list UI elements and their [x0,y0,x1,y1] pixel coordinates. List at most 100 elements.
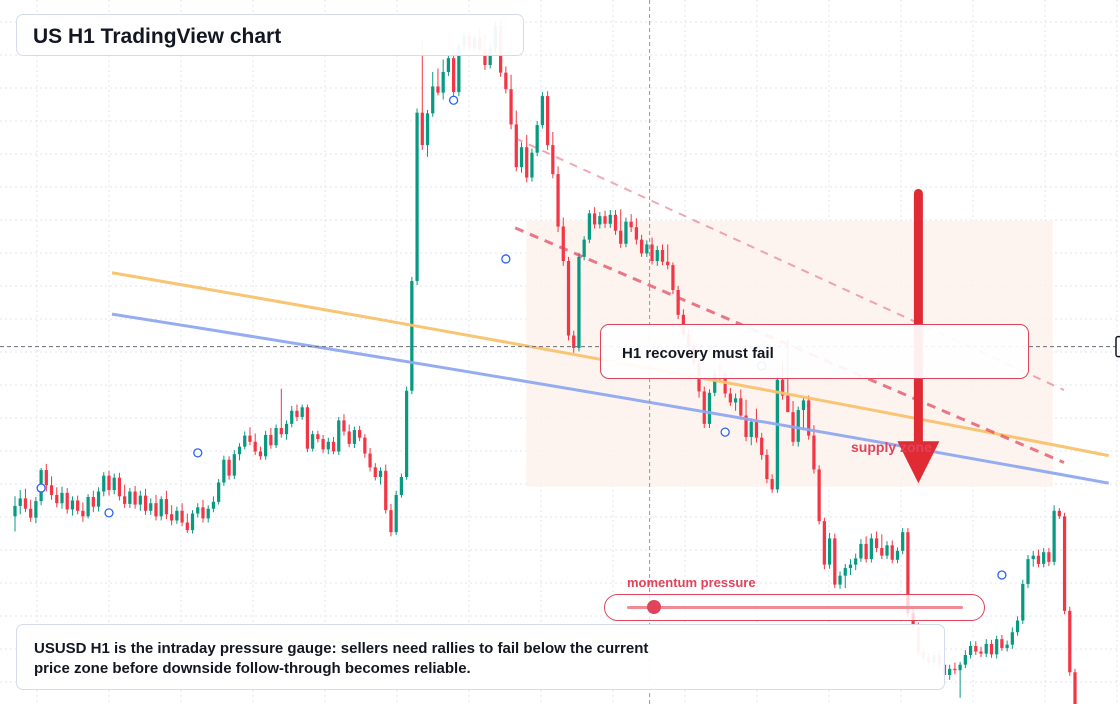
candle [337,416,341,455]
candle [347,424,351,448]
candle-body [984,643,988,654]
candle [410,276,414,395]
candle-body [222,459,226,483]
candle [854,553,858,571]
candle [880,534,884,560]
signal-marker [193,448,203,458]
candle-body [624,221,628,244]
candle-body [258,451,263,457]
recovery-callout: H1 recovery must fail [600,324,1029,379]
candle-body [180,510,184,523]
candle [107,470,111,496]
chart-title-card: US H1 TradingView chart [16,14,524,56]
down-arrow-icon [897,441,940,484]
candle [1031,550,1035,567]
candle [446,54,451,77]
candle [378,467,383,485]
candle [754,408,759,443]
candle-body [425,113,430,146]
candle-body [739,398,743,416]
candle-body [1010,632,1014,645]
candle-body [211,501,216,509]
candle [34,497,38,524]
candle-body [232,454,236,476]
candle [76,495,80,515]
candle-body [415,112,419,282]
candle [149,498,153,515]
candle-body [190,513,195,531]
candle-body [279,428,283,435]
candle [1057,508,1061,520]
candle-body [206,508,210,519]
candle [264,430,268,460]
candle-body [143,495,148,511]
candle-body [44,470,48,486]
candle [968,641,973,659]
candle-body [566,261,571,336]
candle [180,503,184,526]
candle [65,488,69,514]
candle-body [488,48,492,66]
candle [582,236,586,261]
candle [1062,512,1067,615]
candle-body [519,147,524,168]
candle [112,473,116,495]
candle [138,490,142,511]
analysis-note-card: USUSD H1 is the intraday pressure gauge:… [16,624,945,690]
candle [258,446,263,460]
candle-body [629,221,633,228]
candle [833,533,837,589]
candle [1026,554,1030,589]
candle [326,437,330,455]
candle [660,244,665,266]
trend-line-lower [514,226,1065,464]
candle-body [196,507,200,514]
candle [143,488,148,515]
supply-zone-label: supply zone [851,439,932,455]
trend-line-upper [514,137,1065,391]
candle [540,91,545,129]
candle [655,245,659,266]
candle-body [645,244,649,254]
candle [545,91,550,150]
candle [316,430,320,443]
candle-body [707,392,712,424]
candle [217,479,221,505]
candle-body [619,230,623,244]
candle-body [561,226,565,262]
candle-body [164,499,169,515]
signal-marker [720,427,730,437]
candle [44,463,48,492]
candle [901,528,905,555]
candle-body [352,430,357,444]
candle [1021,579,1025,624]
candle [979,646,983,658]
candle-body [1026,559,1030,584]
candle-body [989,643,994,655]
candle [389,503,393,537]
candle-body [394,494,398,533]
candle-body [817,469,821,522]
candle-body [509,89,513,125]
price-scale-edge[interactable] [1115,335,1120,358]
candle-body [974,646,978,652]
candle [55,487,59,508]
candle-body [76,500,80,511]
signal-marker [36,483,46,493]
candle-body [295,410,299,417]
candle [561,217,565,266]
candle [551,131,555,179]
candle-body [29,508,33,518]
candle [117,472,122,501]
candle-body [807,400,811,436]
candle-body [60,492,64,504]
candle-body [582,239,586,257]
candle-body [864,543,868,560]
candle-body [525,147,529,178]
candle-body [248,435,252,442]
candle-body [822,521,826,565]
candle [963,650,967,669]
candle [1036,549,1041,568]
candle-body [760,437,764,455]
candle [822,517,826,570]
